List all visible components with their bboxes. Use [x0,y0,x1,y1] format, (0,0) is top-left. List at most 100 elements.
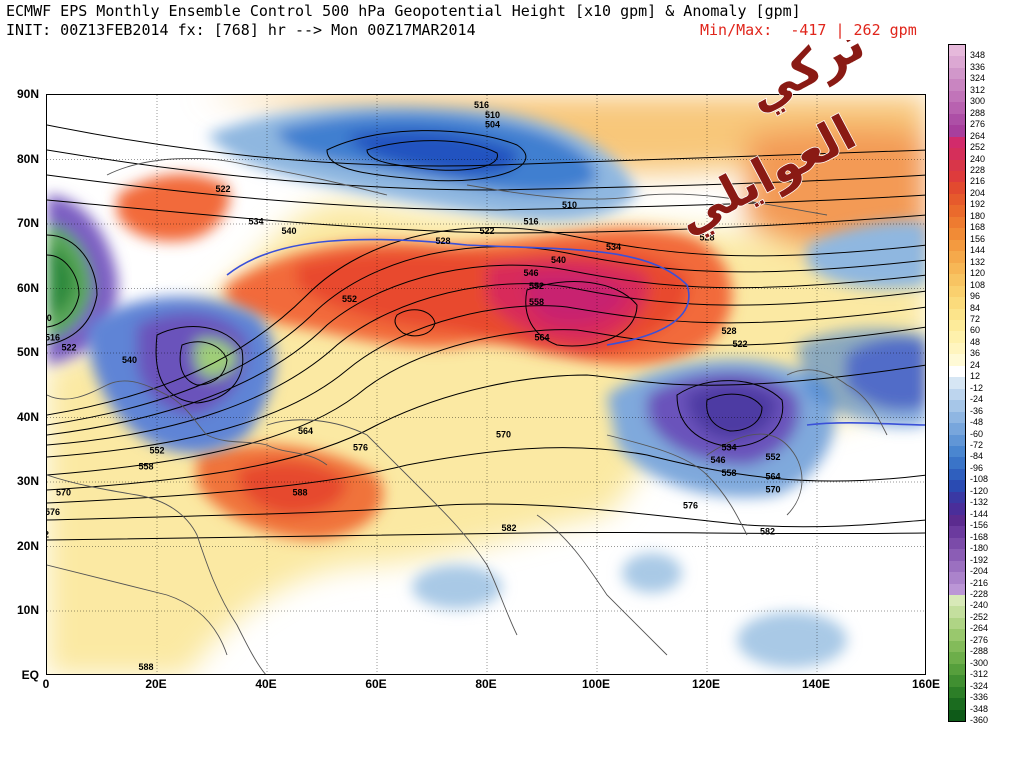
contour-label: 534 [606,242,621,252]
anomaly-shading [47,95,925,674]
colorbar [948,44,966,722]
colorbar-label: -48 [970,417,984,428]
colorbar-label: 144 [970,245,986,256]
contour-label: 540 [122,355,137,365]
contour-label: 540 [551,255,566,265]
contour-label: 510 [47,313,52,323]
contour-label: 510 [562,200,577,210]
colorbar-label: -204 [970,566,989,577]
colorbar-label: 228 [970,165,986,176]
colorbar-swatch [949,354,965,367]
lon-label-140e: 140E [801,677,831,691]
colorbar-swatch [949,90,965,103]
lat-label-40n: 40N [16,410,39,424]
contour-label: 522 [732,339,747,349]
colorbar-swatch [949,377,965,390]
contour-label: 510 [485,110,500,120]
colorbar-swatch [949,698,965,711]
contour-label: 528 [699,233,714,243]
contour-label: 558 [721,468,736,478]
contour-label: 552 [765,452,780,462]
colorbar-label: -12 [970,382,984,393]
colorbar-swatch [949,675,965,688]
colorbar-label: -348 [970,703,989,714]
minmax-readout: Min/Max: -417 | 262 gpm [700,21,917,39]
colorbar-label: -24 [970,394,984,405]
colorbar-swatch [949,159,965,172]
colorbar-label: -60 [970,428,984,439]
contour-label: 528 [721,326,736,336]
colorbar-label: 120 [970,268,986,279]
colorbar-label: 240 [970,153,986,164]
colorbar-swatch [949,136,965,149]
colorbar-label: 108 [970,279,986,290]
colorbar-swatch [949,342,965,355]
colorbar-swatch [949,640,965,653]
colorbar-label: -264 [970,623,989,634]
contour-label: 546 [710,455,725,465]
lat-label-60n: 60N [16,281,39,295]
colorbar-label: 216 [970,176,986,187]
colorbar-label: 60 [970,325,981,336]
watermark-line1: تركي [738,40,874,123]
colorbar-label: -276 [970,634,989,645]
lat-label-90n: 90N [16,87,39,101]
colorbar-label: -288 [970,646,989,657]
colorbar-label: 336 [970,61,986,72]
contour-label: 576 [47,507,60,517]
contour-label: 588 [292,488,307,498]
colorbar-label: -96 [970,462,984,473]
contour-label: 564 [765,471,780,481]
lon-label-0: 0 [42,677,50,691]
colorbar-swatch [949,709,965,722]
colorbar-label: -300 [970,657,989,668]
colorbar-swatch [949,606,965,619]
colorbar-swatch [949,480,965,493]
contour-label: 552 [149,446,164,456]
coastlines [47,158,888,674]
contour-label: 522 [61,342,76,352]
colorbar-label: -156 [970,520,989,531]
colorbar-label: 312 [970,84,986,95]
colorbar-label: -168 [970,531,989,542]
colorbar-label: 348 [970,50,986,61]
colorbar-swatch [949,468,965,481]
contour-label: 528 [435,236,450,246]
lon-label-40e: 40E [255,677,277,691]
colorbar-label: 288 [970,107,986,118]
contour-label: 522 [479,226,494,236]
contour-label: 540 [281,226,296,236]
colorbar-swatch [949,148,965,161]
colorbar-label: 96 [970,291,981,302]
min-value: -417 [790,21,827,39]
colorbar-swatch [949,239,965,252]
colorbar-swatch [949,125,965,138]
anomaly-map: 5165105045225345405285225165105345285405… [47,95,925,674]
colorbar-swatch [949,457,965,470]
contour-label: 564 [534,333,549,343]
colorbar-swatch [949,503,965,516]
colorbar-label: -108 [970,474,989,485]
lon-label-80e: 80E [475,677,497,691]
colorbar-swatch [949,171,965,183]
lat-label-eq: EQ [21,668,39,682]
colorbar-swatch [949,45,965,57]
colorbar-swatch [949,446,965,458]
map-panel: 516 510 504 522 534 540 528 522 516 510 534 528 540 5… [46,94,926,675]
colorbar-label: -240 [970,600,989,611]
contour-label: 552 [529,281,544,291]
colorbar-swatch [949,514,965,527]
contour-label: 516 [523,216,538,226]
colorbar-swatch [949,308,965,321]
colorbar-swatch [949,205,965,218]
colorbar-swatch [949,262,965,275]
lat-label-10n: 10N [16,603,39,617]
contour-5700-line [226,238,690,346]
colorbar-label: 264 [970,130,986,141]
colorbar-label: -336 [970,692,989,703]
contour-label: 504 [485,120,500,130]
contour-label: 558 [138,462,153,472]
minmax-separator: | [835,21,845,39]
colorbar-swatch [949,617,965,630]
colorbar-swatch [949,297,965,310]
